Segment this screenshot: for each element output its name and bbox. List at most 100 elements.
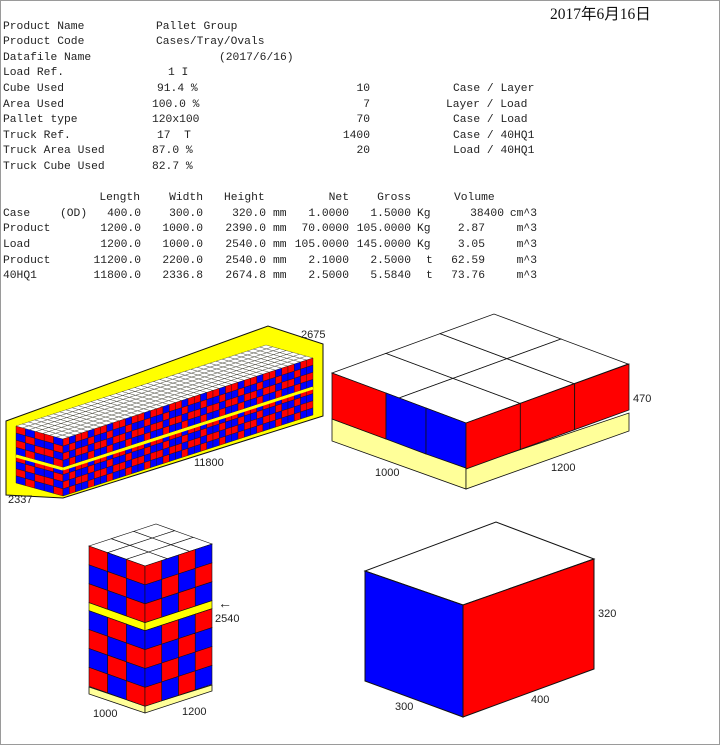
cell-volume-unit: m^3 <box>516 255 537 267</box>
cell-gross: 1.5000 <box>370 208 411 220</box>
case-height-label: 320 <box>598 608 616 620</box>
cell-volume: 2.87 <box>457 223 485 235</box>
cell-volume: 3.05 <box>457 239 485 251</box>
cell-height: 2674.8 <box>225 270 266 282</box>
case-right-face <box>462 558 595 718</box>
cell-width: 300.0 <box>169 208 203 220</box>
summary-value: 91.4 % <box>157 83 198 95</box>
report-date: 2017年6月16日 <box>550 6 651 23</box>
cell-width: 1000.0 <box>162 223 203 235</box>
summary-unit: Case / Layer <box>453 83 535 95</box>
cell-volume: 62.59 <box>451 255 485 267</box>
cell-width: 1000.0 <box>162 239 203 251</box>
container-drawing <box>5 325 324 499</box>
cell-height: 2540.0 <box>225 239 266 251</box>
layer-height-label: 470 <box>633 393 651 405</box>
summary-label: Datafile Name <box>3 52 92 64</box>
summary-unit: Case / Load <box>453 114 528 126</box>
summary-count: 20 <box>356 145 370 157</box>
case-length-label: 400 <box>531 694 549 706</box>
summary-unit: Layer / Load <box>446 99 528 111</box>
header-height: Height <box>224 192 265 204</box>
cell-net: 105.0000 <box>294 239 349 251</box>
cell-gross: 5.5840 <box>370 270 411 282</box>
row-name: Product <box>3 255 51 267</box>
container-width-label: 2337 <box>8 494 32 506</box>
row-name: Case <box>3 208 31 220</box>
summary-label: Load Ref. <box>3 67 65 79</box>
cell-volume-unit: cm^3 <box>509 208 537 220</box>
cell-weight-unit: t <box>426 255 433 267</box>
summary-label: Product Name <box>3 21 85 33</box>
case-box <box>306 407 314 418</box>
header-length: Length <box>99 192 140 204</box>
cell-weight-unit: Kg <box>417 208 431 220</box>
cell-volume-unit: m^3 <box>516 223 537 235</box>
cell-weight-unit: Kg <box>417 239 431 251</box>
cell-length: 11200.0 <box>93 255 141 267</box>
cell-volume: 38400 <box>470 208 504 220</box>
summary-value: 100.0 % <box>152 99 200 111</box>
cell-dim-unit: mm <box>273 208 287 220</box>
cell-net: 2.5000 <box>308 270 349 282</box>
summary-label: Area Used <box>3 99 65 111</box>
cell-volume-unit: m^3 <box>516 239 537 251</box>
cell-gross: 105.0000 <box>356 223 411 235</box>
summary-value: 120x100 <box>152 114 200 126</box>
load-length-label: 1200 <box>182 706 206 718</box>
summary-label: Pallet type <box>3 114 78 126</box>
summary-count: 7 <box>363 99 370 111</box>
cell-weight-unit: Kg <box>417 223 431 235</box>
summary-value: 82.7 % <box>152 161 193 173</box>
container-height-label: 2675 <box>301 329 325 341</box>
summary-value: Cases/Tray/Ovals <box>156 36 265 48</box>
cell-length: 1200.0 <box>100 223 141 235</box>
cell-weight-unit: t <box>426 270 433 282</box>
cell-dim-unit: mm <box>273 270 287 282</box>
cell-dim-unit: mm <box>273 255 287 267</box>
header-gross: Gross <box>377 192 411 204</box>
summary-label: Truck Area Used <box>3 145 105 157</box>
layer-length-label: 1200 <box>551 462 575 474</box>
case-width-label: 300 <box>395 701 413 713</box>
cell-height: 320.0 <box>232 208 266 220</box>
arrow-left-icon: ← <box>218 595 232 611</box>
load-drawing <box>88 523 213 714</box>
pallet-right <box>144 684 213 714</box>
summary-count: 10 <box>356 83 370 95</box>
cell-length: 400.0 <box>107 208 141 220</box>
slip-sheet <box>62 386 314 471</box>
slip-sheet <box>15 454 64 471</box>
summary-label: Product Code <box>3 36 85 48</box>
row-name: Product <box>3 223 51 235</box>
row-name: 40HQ1 <box>3 270 37 282</box>
row-name: Load <box>3 239 31 251</box>
summary-label: Truck Ref. <box>3 130 71 142</box>
summary-value: (2017/6/16) <box>219 52 294 64</box>
cell-gross: 2.5000 <box>370 255 411 267</box>
summary-count: 70 <box>356 114 370 126</box>
cell-volume-unit: m^3 <box>516 270 537 282</box>
case-drawing <box>363 521 596 718</box>
header-net: Net <box>328 192 349 204</box>
cell-width: 2200.0 <box>162 255 203 267</box>
summary-count: 1400 <box>342 130 370 142</box>
case-box <box>574 363 630 431</box>
cell-gross: 145.0000 <box>356 239 411 251</box>
summary-label: Truck Cube Used <box>3 161 105 173</box>
cell-width: 2336.8 <box>162 270 203 282</box>
row-tag: (OD) <box>60 208 88 220</box>
summary-value: Pallet Group <box>156 21 238 33</box>
cell-height: 2540.0 <box>225 255 266 267</box>
summary-label: Cube Used <box>3 83 65 95</box>
cell-height: 2390.0 <box>225 223 266 235</box>
cell-net: 2.1000 <box>308 255 349 267</box>
cell-net: 70.0000 <box>301 223 349 235</box>
layer-width-label: 1000 <box>375 467 399 479</box>
summary-value: 1 I <box>168 67 189 79</box>
cell-length: 11800.0 <box>93 270 141 282</box>
cell-length: 1200.0 <box>100 239 141 251</box>
case-box <box>194 664 213 691</box>
load-width-label: 1000 <box>93 708 117 720</box>
